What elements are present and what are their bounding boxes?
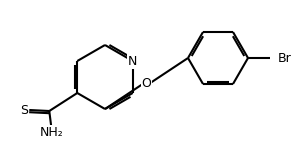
Text: S: S — [20, 103, 28, 116]
Text: N: N — [128, 54, 138, 67]
Text: NH₂: NH₂ — [39, 125, 63, 138]
Text: O: O — [141, 77, 151, 90]
Text: Br: Br — [278, 52, 292, 65]
